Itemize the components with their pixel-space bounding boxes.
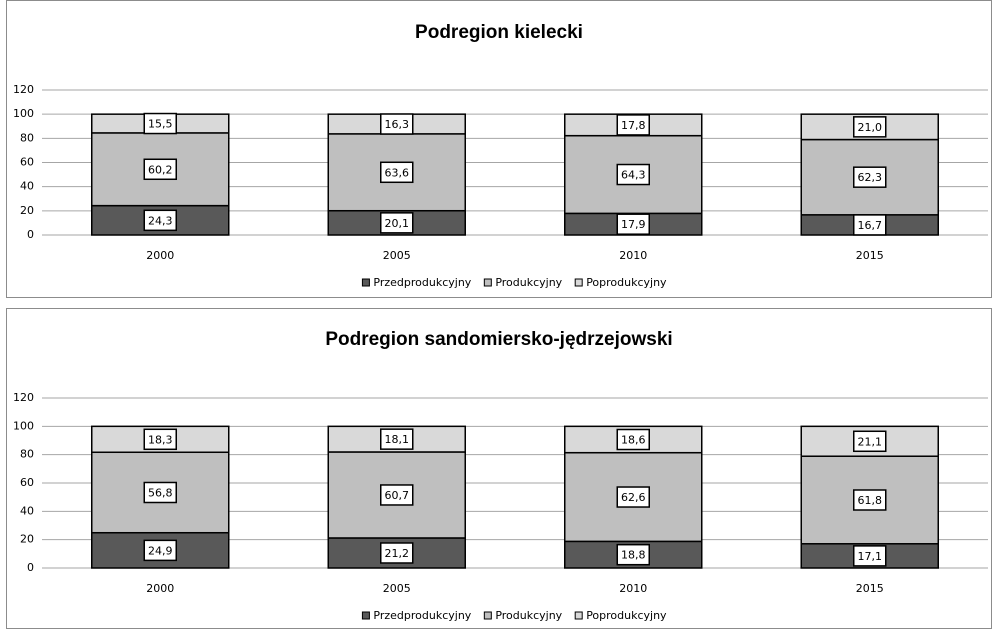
data-label: 15,5 bbox=[148, 118, 173, 131]
y-tick-label: 100 bbox=[13, 419, 34, 432]
x-tick-label: 2005 bbox=[383, 582, 411, 595]
data-label: 17,8 bbox=[621, 119, 646, 132]
data-label: 16,3 bbox=[385, 118, 410, 131]
x-tick-label: 2010 bbox=[619, 582, 647, 595]
data-label-box bbox=[380, 428, 414, 450]
data-label-box bbox=[380, 161, 414, 184]
data-label: 18,3 bbox=[148, 433, 173, 446]
data-label-box bbox=[853, 430, 887, 453]
legend-marker bbox=[483, 278, 492, 287]
x-tick-label: 2010 bbox=[619, 249, 647, 262]
legend-label: Przedprodukcyjny bbox=[373, 609, 471, 622]
legend-marker bbox=[361, 278, 370, 287]
bar-segment bbox=[91, 531, 230, 569]
legend-label: Poprodukcyjny bbox=[586, 609, 667, 622]
data-label-box bbox=[616, 213, 650, 235]
y-tick-label: 20 bbox=[20, 204, 34, 217]
data-label-box bbox=[616, 163, 650, 186]
legend-label: Poprodukcyjny bbox=[586, 276, 667, 289]
y-tick-label: 100 bbox=[13, 107, 34, 120]
y-tick-label: 20 bbox=[20, 533, 34, 546]
chart-title: Podregion kielecki bbox=[415, 22, 583, 43]
data-label-box bbox=[143, 158, 177, 181]
data-label: 61,8 bbox=[858, 494, 883, 507]
data-label-box bbox=[380, 212, 414, 234]
data-label-box bbox=[143, 112, 177, 135]
y-tick-label: 80 bbox=[20, 131, 34, 144]
legend-marker bbox=[361, 611, 370, 620]
data-label-box bbox=[616, 428, 650, 451]
y-tick-label: 0 bbox=[27, 228, 34, 241]
data-label: 64,3 bbox=[621, 169, 646, 182]
data-label: 17,1 bbox=[858, 550, 883, 563]
data-label: 62,6 bbox=[621, 491, 646, 504]
data-label: 60,2 bbox=[148, 163, 173, 176]
data-label: 63,6 bbox=[385, 166, 410, 179]
data-label: 16,7 bbox=[858, 219, 883, 232]
legend-label: Produkcyjny bbox=[495, 276, 562, 289]
x-tick-label: 2000 bbox=[146, 582, 174, 595]
data-label: 18,6 bbox=[621, 434, 646, 447]
y-tick-label: 0 bbox=[27, 561, 34, 574]
y-tick-label: 80 bbox=[20, 448, 34, 461]
data-label: 21,0 bbox=[858, 121, 883, 134]
data-label-box bbox=[853, 116, 887, 138]
data-label-box bbox=[380, 542, 414, 564]
data-label-box bbox=[853, 166, 887, 188]
data-label-box bbox=[380, 484, 414, 506]
x-tick-label: 2005 bbox=[383, 249, 411, 262]
data-label-box bbox=[853, 214, 887, 236]
data-label-box bbox=[143, 481, 177, 504]
data-label: 62,3 bbox=[858, 171, 883, 184]
data-label-box bbox=[143, 539, 177, 562]
x-tick-label: 2015 bbox=[856, 249, 884, 262]
legend-marker bbox=[574, 611, 583, 620]
legend-label: Przedprodukcyjny bbox=[373, 276, 471, 289]
y-tick-label: 40 bbox=[20, 180, 34, 193]
data-label: 18,1 bbox=[385, 433, 410, 446]
data-label-box bbox=[143, 428, 177, 451]
y-tick-label: 60 bbox=[20, 156, 34, 169]
y-tick-label: 40 bbox=[20, 504, 34, 517]
legend-label: Produkcyjny bbox=[495, 609, 562, 622]
legend-marker bbox=[483, 611, 492, 620]
data-label: 21,1 bbox=[858, 435, 883, 448]
data-label-box bbox=[143, 209, 177, 232]
data-label: 24,3 bbox=[148, 214, 173, 227]
data-label-box bbox=[853, 489, 887, 511]
y-tick-label: 60 bbox=[20, 476, 34, 489]
data-label-box bbox=[616, 486, 650, 508]
data-label: 60,7 bbox=[385, 489, 410, 502]
y-tick-label: 120 bbox=[13, 391, 34, 404]
x-tick-label: 2000 bbox=[146, 249, 174, 262]
data-label: 24,9 bbox=[148, 544, 173, 557]
data-label: 56,8 bbox=[148, 486, 173, 499]
data-label: 18,8 bbox=[621, 549, 646, 562]
data-label: 21,2 bbox=[385, 547, 410, 560]
x-tick-label: 2015 bbox=[856, 582, 884, 595]
data-label-box bbox=[616, 114, 650, 136]
data-label-box bbox=[853, 545, 887, 567]
legend-marker bbox=[574, 278, 583, 287]
data-label-box bbox=[380, 113, 414, 135]
data-label: 17,9 bbox=[621, 218, 646, 231]
data-label: 20,1 bbox=[385, 217, 410, 230]
data-label-box bbox=[616, 543, 650, 566]
y-tick-label: 120 bbox=[13, 83, 34, 96]
chart-title: Podregion sandomiersko-jędrzejowski bbox=[325, 329, 672, 350]
